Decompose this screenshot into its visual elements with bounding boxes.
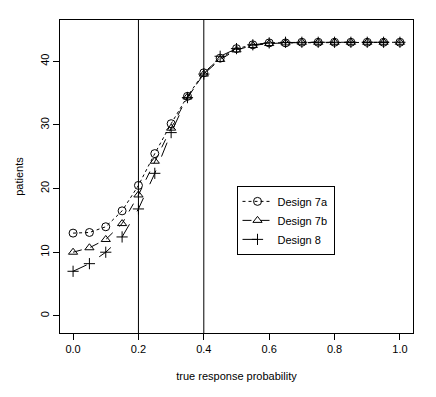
svg-text:true response probability: true response probability xyxy=(176,370,297,382)
svg-text:0.6: 0.6 xyxy=(262,343,277,355)
svg-text:0: 0 xyxy=(39,311,51,317)
svg-text:Design 7b: Design 7b xyxy=(278,215,328,227)
svg-text:0.8: 0.8 xyxy=(327,343,342,355)
svg-text:Design 7a: Design 7a xyxy=(278,196,328,208)
svg-text:30: 30 xyxy=(39,117,51,129)
svg-text:40: 40 xyxy=(39,54,51,66)
svg-text:0.2: 0.2 xyxy=(131,343,146,355)
svg-text:1.0: 1.0 xyxy=(392,343,407,355)
svg-text:Design 8: Design 8 xyxy=(278,234,321,246)
svg-text:10: 10 xyxy=(39,244,51,256)
svg-text:0.4: 0.4 xyxy=(196,343,211,355)
svg-text:0.0: 0.0 xyxy=(65,343,80,355)
svg-text:20: 20 xyxy=(39,181,51,193)
svg-text:patients: patients xyxy=(13,157,25,196)
